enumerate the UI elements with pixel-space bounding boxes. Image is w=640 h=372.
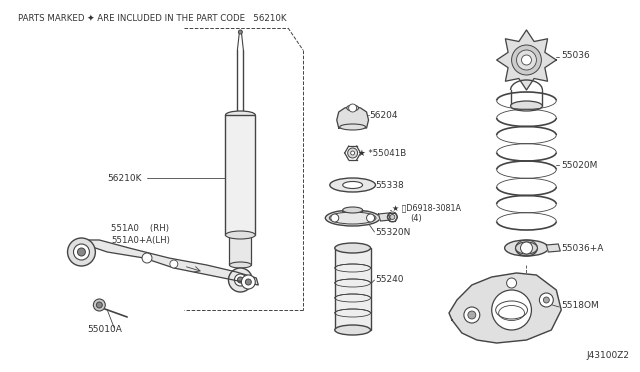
Ellipse shape [225, 231, 255, 239]
Circle shape [331, 214, 339, 222]
Circle shape [522, 55, 531, 65]
Circle shape [93, 299, 106, 311]
Ellipse shape [516, 242, 538, 254]
Circle shape [234, 274, 246, 286]
Text: J43100Z2: J43100Z2 [586, 351, 629, 360]
Text: (4): (4) [410, 214, 422, 222]
Circle shape [241, 275, 255, 289]
Circle shape [516, 50, 536, 70]
Ellipse shape [347, 105, 358, 111]
Circle shape [142, 253, 152, 263]
Text: 5518OM: 5518OM [561, 301, 599, 310]
Ellipse shape [330, 212, 376, 224]
Circle shape [228, 268, 252, 292]
Circle shape [367, 214, 374, 222]
Text: 55020M: 55020M [561, 160, 598, 170]
Text: 551A0    (RH): 551A0 (RH) [111, 224, 169, 232]
Bar [335, 248, 371, 330]
Ellipse shape [230, 262, 252, 268]
Polygon shape [378, 213, 390, 221]
Text: 55036+A: 55036+A [561, 244, 604, 253]
Circle shape [511, 45, 541, 75]
Circle shape [520, 242, 532, 254]
Circle shape [245, 279, 252, 285]
Polygon shape [77, 240, 259, 285]
Polygon shape [497, 30, 556, 90]
Text: 55240: 55240 [376, 276, 404, 285]
Circle shape [540, 293, 554, 307]
Circle shape [543, 297, 549, 303]
Text: 56210K: 56210K [108, 173, 142, 183]
Ellipse shape [342, 207, 363, 213]
Circle shape [507, 278, 516, 288]
Ellipse shape [325, 210, 380, 226]
Text: ★ ⓃD6918-3081A: ★ ⓃD6918-3081A [392, 203, 461, 212]
Bar [225, 115, 255, 235]
Bar [230, 235, 252, 265]
Ellipse shape [225, 111, 255, 119]
Text: 56204: 56204 [369, 110, 398, 119]
Polygon shape [449, 273, 561, 343]
Circle shape [97, 302, 102, 308]
Circle shape [74, 244, 90, 260]
Text: 55320N: 55320N [376, 228, 411, 237]
Polygon shape [547, 244, 560, 252]
Text: 55010A: 55010A [88, 326, 122, 334]
Ellipse shape [340, 124, 365, 130]
Circle shape [464, 307, 480, 323]
Text: 55338: 55338 [376, 180, 404, 189]
Ellipse shape [335, 243, 371, 253]
Polygon shape [337, 106, 369, 128]
Circle shape [239, 30, 243, 34]
Ellipse shape [342, 182, 363, 189]
Ellipse shape [330, 178, 376, 192]
Circle shape [349, 104, 356, 112]
Ellipse shape [511, 101, 542, 111]
Circle shape [237, 277, 243, 283]
Circle shape [351, 151, 355, 155]
Ellipse shape [504, 240, 548, 256]
Circle shape [390, 215, 395, 219]
Text: PARTS MARKED ✦ ARE INCLUDED IN THE PART CODE   56210K: PARTS MARKED ✦ ARE INCLUDED IN THE PART … [18, 14, 286, 23]
Circle shape [170, 260, 178, 268]
Text: 55036: 55036 [561, 51, 590, 60]
Circle shape [68, 238, 95, 266]
Text: 551A0+A(LH): 551A0+A(LH) [111, 235, 170, 244]
Circle shape [77, 248, 85, 256]
Circle shape [492, 290, 531, 330]
Text: ★ *55041B: ★ *55041B [358, 148, 406, 157]
Circle shape [468, 311, 476, 319]
Circle shape [348, 148, 358, 158]
Ellipse shape [335, 325, 371, 335]
